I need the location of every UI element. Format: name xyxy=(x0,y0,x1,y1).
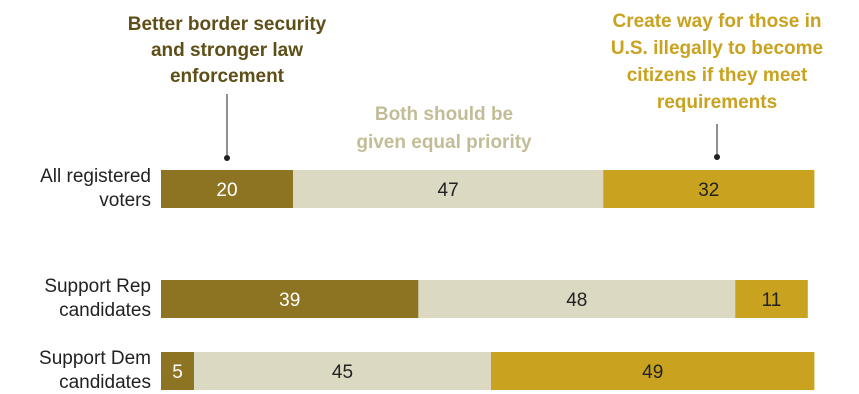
category-label-line: Support Rep xyxy=(44,276,151,297)
series-label-border-security-line: and stronger law xyxy=(151,40,303,61)
category-label: All registered voters xyxy=(40,166,151,211)
series-label-equal-priority: Both should be given equal priority xyxy=(356,104,532,153)
bar-value-label: 45 xyxy=(332,362,353,383)
bar-value-label: 49 xyxy=(642,362,663,383)
series-label-path-to-citizenship-line: Create way for those in xyxy=(612,11,821,32)
bar-segment xyxy=(735,280,808,318)
leader-dot xyxy=(224,155,230,161)
category-label: Support Rep candidates xyxy=(44,276,151,321)
series-label-border-security: Better border security and stronger law en… xyxy=(128,14,327,87)
category-label: Support Dem candidates xyxy=(39,348,151,393)
category-label-line: voters xyxy=(99,190,151,211)
series-label-path-to-citizenship-line: citizens if they meet xyxy=(627,65,808,86)
bar-value-label: 48 xyxy=(566,290,587,311)
series-label-border-security-line: enforcement xyxy=(170,66,285,87)
bar-value-label: 11 xyxy=(762,290,782,311)
category-label-line: candidates xyxy=(59,372,151,393)
category-label-line: All registered xyxy=(40,166,151,187)
bar-value-label: 47 xyxy=(438,180,459,201)
bar-segment xyxy=(418,280,736,318)
category-label-line: Support Dem xyxy=(39,348,151,369)
category-label-line: candidates xyxy=(59,300,151,321)
series-label-path-to-citizenship-line: U.S. illegally to become xyxy=(611,38,823,59)
leader-dot xyxy=(714,154,720,160)
bar-segment xyxy=(491,352,815,390)
series-label-path-to-citizenship-line: requirements xyxy=(657,92,777,113)
series-label-path-to-citizenship: Create way for those in U.S. illegally to… xyxy=(611,11,823,113)
bar-segment xyxy=(161,170,293,208)
bar-value-label: 5 xyxy=(172,362,183,383)
series-label-border-security-line: Better border security xyxy=(128,14,327,35)
bar-value-label: 20 xyxy=(216,180,237,201)
bar-segment xyxy=(161,352,194,390)
series-label-equal-priority-line: Both should be xyxy=(375,104,513,125)
bar-segment xyxy=(194,352,491,390)
bar-segment xyxy=(603,170,815,208)
bar-segment xyxy=(293,170,604,208)
bar-value-label: 39 xyxy=(279,290,300,311)
bar-value-label: 32 xyxy=(698,180,719,201)
series-label-equal-priority-line: given equal priority xyxy=(356,132,532,153)
bar-segment xyxy=(161,280,419,318)
